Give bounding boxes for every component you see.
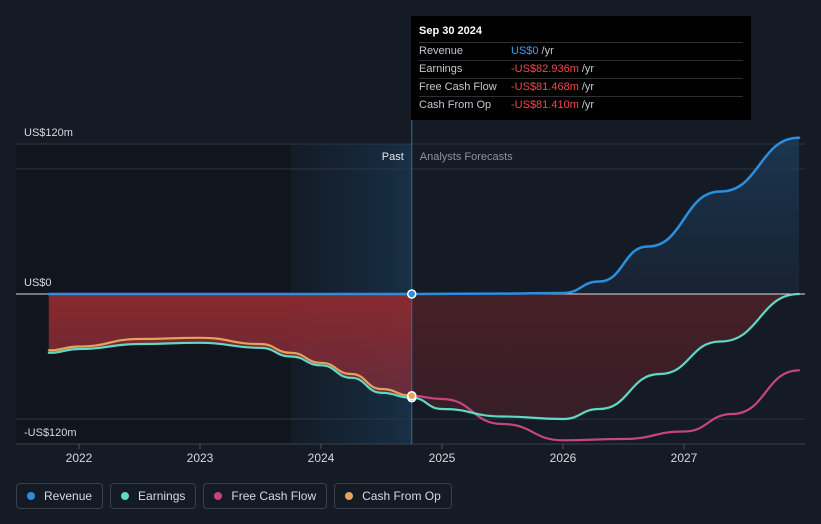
y-tick-label: -US$120m — [24, 427, 77, 439]
legend-label: Revenue — [44, 489, 93, 503]
legend: Revenue Earnings Free Cash Flow Cash Fro… — [16, 483, 452, 509]
tooltip-unit: /yr — [581, 81, 595, 93]
x-tick-label: 2024 — [308, 451, 335, 465]
tooltip-label: Free Cash Flow — [419, 81, 497, 93]
tooltip: Sep 30 2024 Revenue US$0 /yr Earnings -U… — [411, 16, 751, 120]
y-tick-label: US$120m — [24, 127, 73, 139]
legend-item-earnings[interactable]: Earnings — [110, 483, 197, 509]
tooltip-value: US$0 — [511, 45, 539, 57]
tooltip-row-cash-from-op: Cash From Op -US$81.410m /yr — [419, 97, 743, 114]
x-tick-label: 2022 — [66, 451, 93, 465]
revenue-line — [47, 136, 801, 296]
y-tick-label: US$0 — [24, 277, 52, 289]
tooltip-label: Revenue — [419, 45, 464, 57]
free-cash-flow-line — [410, 369, 801, 442]
legend-dot-icon — [121, 492, 130, 500]
tooltip-row-free-cash-flow: Free Cash Flow -US$81.468m /yr — [419, 79, 743, 97]
legend-label: Earnings — [138, 489, 186, 503]
legend-label: Cash From Op — [362, 489, 441, 503]
legend-dot-icon — [345, 492, 354, 500]
earnings-line — [47, 292, 801, 421]
tooltip-unit: /yr — [581, 63, 595, 75]
tooltip-label: Cash From Op — [419, 99, 492, 111]
tooltip-label: Earnings — [419, 63, 463, 75]
past-label: Past — [382, 151, 404, 163]
legend-label: Free Cash Flow — [231, 489, 317, 503]
revenue-area — [48, 137, 800, 294]
forecast-label: Analysts Forecasts — [420, 151, 513, 163]
tooltip-value: -US$81.468m — [511, 81, 579, 93]
tooltip-row-earnings: Earnings -US$82.936m /yr — [419, 61, 743, 79]
legend-dot-icon — [27, 492, 35, 500]
x-tick-label: 2025 — [429, 451, 456, 465]
earnings-forecast-area — [411, 294, 799, 419]
tooltip-row-revenue: Revenue US$0 /yr — [419, 43, 743, 61]
revenue-marker — [407, 289, 417, 299]
x-tick-label: 2027 — [671, 451, 698, 465]
cash-from-op-marker — [407, 391, 417, 401]
x-tick-label: 2026 — [550, 451, 577, 465]
tooltip-unit: /yr — [581, 99, 595, 111]
legend-dot-icon — [214, 492, 223, 500]
x-tick-label: 2023 — [187, 451, 214, 465]
tooltip-date: Sep 30 2024 — [419, 24, 743, 43]
legend-item-free-cash-flow[interactable]: Free Cash Flow — [203, 483, 328, 509]
earnings-past-area — [48, 294, 412, 398]
cash-from-op-line — [47, 336, 413, 397]
tooltip-value: -US$82.936m — [511, 63, 579, 75]
chart-svg: 2022 2023 2024 2025 2026 2027 US$120m US$0 -US$1… — [16, 120, 805, 465]
legend-item-cash-from-op[interactable]: Cash From Op — [334, 483, 452, 509]
tooltip-value: -US$81.410m — [511, 99, 579, 111]
tooltip-unit: /yr — [541, 45, 554, 57]
legend-item-revenue[interactable]: Revenue — [16, 483, 104, 509]
